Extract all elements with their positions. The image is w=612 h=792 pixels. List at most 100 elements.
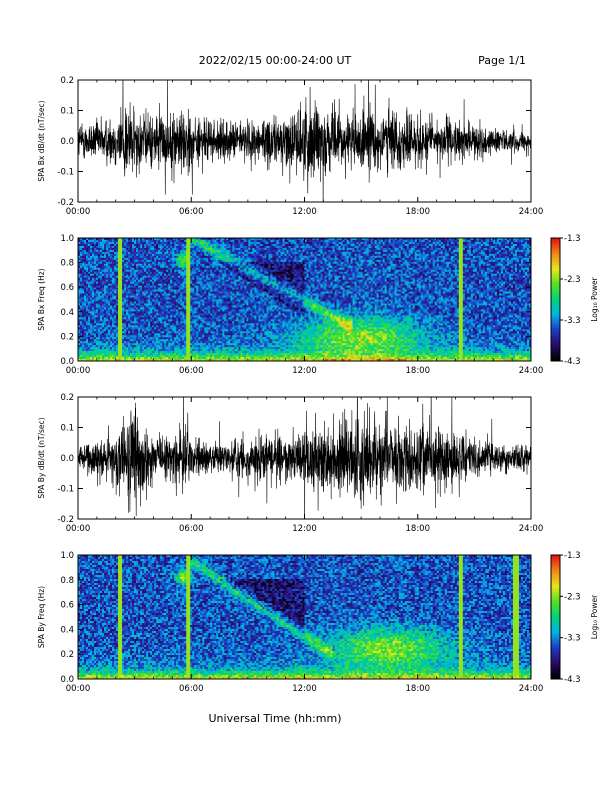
spectrogram-cell bbox=[174, 287, 177, 290]
spectrogram-cell bbox=[84, 345, 87, 348]
spectrogram-cell bbox=[214, 269, 217, 273]
spectrogram-cell bbox=[200, 283, 203, 286]
spectrogram-cell bbox=[236, 238, 239, 241]
spectrogram-cell bbox=[178, 243, 181, 247]
spectrogram-cell bbox=[174, 325, 177, 328]
spectrogram-cell bbox=[188, 249, 191, 253]
spectrogram-cell bbox=[204, 269, 207, 273]
spectrogram-cell bbox=[190, 341, 193, 344]
spectrogram-cell bbox=[130, 253, 133, 257]
spectrogram-cell bbox=[196, 261, 199, 265]
spectrogram-cell bbox=[152, 347, 155, 350]
spectrogram-cell bbox=[158, 249, 161, 253]
spectrogram-cell bbox=[200, 301, 203, 304]
spectrogram-cell bbox=[178, 273, 181, 276]
spectrogram-cell bbox=[174, 305, 177, 308]
spectrogram-cell bbox=[78, 281, 81, 284]
spectrogram-cell bbox=[78, 359, 81, 362]
spectrogram-cell bbox=[214, 253, 217, 257]
spectrogram-cell bbox=[110, 321, 113, 324]
spectrogram-cell bbox=[150, 275, 153, 278]
spectrogram-cell bbox=[164, 305, 167, 308]
spectrogram-cell bbox=[110, 253, 113, 257]
spectrogram-cell bbox=[176, 283, 179, 286]
spectrogram-cell bbox=[196, 303, 199, 306]
spectrogram-cell bbox=[142, 309, 145, 312]
spectrogram-cell bbox=[102, 353, 105, 356]
spectrogram-cell bbox=[144, 343, 147, 346]
spectrogram-cell bbox=[196, 319, 199, 322]
spectrogram-cell bbox=[136, 249, 139, 253]
spectrogram-cell bbox=[216, 349, 219, 352]
spectrogram-cell bbox=[176, 319, 179, 322]
spectrogram-cell bbox=[120, 305, 123, 308]
spectrogram-cell bbox=[156, 289, 159, 292]
spectrogram-cell bbox=[200, 297, 203, 300]
spectrogram-cell bbox=[130, 283, 133, 286]
spectrogram-cell bbox=[168, 325, 171, 328]
spectrogram-cell bbox=[130, 325, 133, 328]
spectrogram-cell bbox=[144, 325, 147, 328]
spectrogram-cell bbox=[102, 337, 105, 340]
spectrogram-cell bbox=[220, 275, 223, 278]
spectrogram-cell bbox=[190, 323, 193, 326]
spectrogram-cell bbox=[194, 245, 197, 249]
spectrogram-cell bbox=[150, 263, 153, 267]
spectrogram-cell bbox=[142, 289, 145, 292]
spectrogram-cell bbox=[224, 329, 227, 332]
spectrogram-cell bbox=[84, 271, 87, 275]
spectrogram-cell bbox=[162, 303, 165, 306]
spectrogram-cell bbox=[194, 271, 197, 275]
spectrogram-cell bbox=[196, 277, 199, 280]
spectrogram-cell bbox=[98, 315, 101, 318]
spectrogram-cell bbox=[140, 239, 143, 243]
spectrogram-cell bbox=[216, 275, 219, 278]
spectrogram-cell bbox=[224, 333, 227, 336]
spectrogram-cell bbox=[116, 251, 119, 255]
spectrogram-cell bbox=[86, 315, 89, 318]
spectrogram-cell bbox=[164, 337, 167, 340]
spectrogram-cell bbox=[172, 267, 175, 271]
spectrogram-cell bbox=[94, 285, 97, 288]
spectrogram-cell bbox=[170, 351, 173, 354]
spectrogram-cell bbox=[164, 301, 167, 304]
spectrogram-cell bbox=[126, 297, 129, 300]
spectrogram-cell bbox=[122, 291, 125, 294]
spectrogram-cell bbox=[152, 269, 155, 273]
spectrogram-cell bbox=[106, 261, 109, 265]
spectrogram-cell bbox=[154, 283, 157, 286]
spectrogram-cell bbox=[198, 331, 201, 334]
spectrogram-cell bbox=[206, 277, 209, 280]
spectrogram-cell bbox=[166, 351, 169, 354]
spectrogram-cell bbox=[82, 337, 85, 340]
spectrogram-cell bbox=[170, 247, 173, 251]
spectrogram-cell bbox=[148, 345, 151, 348]
spectrogram-cell bbox=[146, 319, 149, 322]
spectrogram-cell bbox=[82, 277, 85, 280]
spectrogram-cell bbox=[94, 339, 97, 342]
spectrogram-cell bbox=[114, 245, 117, 249]
spectrogram-cell bbox=[152, 263, 155, 267]
spectrogram-cell bbox=[156, 327, 159, 330]
spectrogram-cell bbox=[160, 339, 163, 342]
spectrogram-cell bbox=[230, 287, 233, 290]
spectrogram-cell bbox=[216, 311, 219, 314]
spectrogram-cell bbox=[142, 279, 145, 282]
spectrogram-cell bbox=[126, 359, 129, 362]
spectrogram-cell bbox=[196, 343, 199, 346]
spectrogram-cell bbox=[134, 327, 137, 330]
spectrogram-cell bbox=[94, 317, 97, 320]
spectrogram-cell bbox=[134, 241, 137, 245]
spectrogram-cell bbox=[86, 335, 89, 338]
spectrogram-cell bbox=[142, 243, 145, 247]
spectrogram-cell bbox=[104, 321, 107, 324]
spectrogram-cell bbox=[80, 263, 83, 267]
spectrogram-cell bbox=[230, 335, 233, 338]
spectrogram-cell bbox=[134, 251, 137, 255]
spectrogram-cell bbox=[214, 249, 217, 253]
spectrogram-cell bbox=[200, 295, 203, 298]
spectrogram-cell bbox=[186, 283, 189, 286]
spectrogram-cell bbox=[78, 343, 81, 346]
spectrogram-cell bbox=[104, 259, 107, 263]
spectrogram-cell bbox=[218, 345, 221, 348]
